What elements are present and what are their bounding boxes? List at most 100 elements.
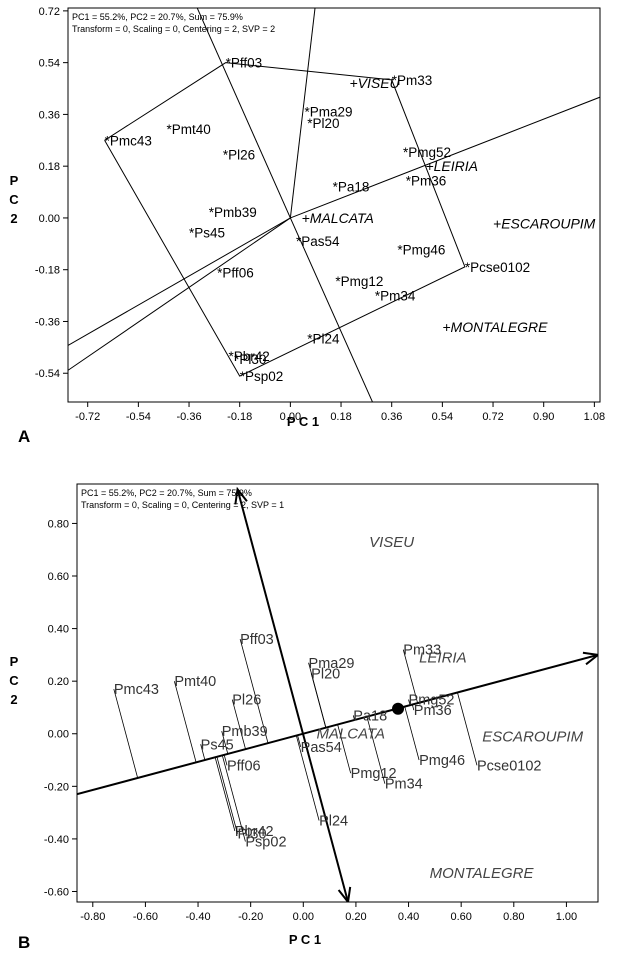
environment-label: MONTALEGRE [430, 865, 535, 882]
environment-label: +MALCATA [302, 210, 374, 226]
panel-a: *Pff03 *Pm33 *Pma29*Pl20 *Pmc43 *Pmt40 *Pl26 *… [9, 6, 605, 446]
environment-label: ESCAROUPIM [482, 728, 583, 745]
genotype-label: Ps45 [201, 737, 234, 753]
genotype-label: *Pas54 [296, 234, 340, 249]
plot-frame [76, 483, 599, 903]
genotype-label: *Pff06 [217, 266, 254, 281]
x-tick-label: 0.00 [293, 911, 314, 923]
y-tick-label: 0.20 [48, 676, 69, 688]
projection-line [411, 704, 415, 711]
genotype-label: Pm34 [385, 777, 423, 793]
genotype-label: *Psp02 [240, 369, 284, 384]
x-tick-label: 0.36 [381, 411, 402, 423]
aec-abscissa [77, 653, 598, 796]
x-tick-label: -0.36 [176, 411, 201, 423]
projection-line [297, 735, 302, 747]
x-axis-label: P C 1 [287, 414, 319, 429]
genotype-label: Pl24 [319, 814, 348, 830]
environment-label: +LEIRIA [425, 158, 478, 174]
projection-line [200, 744, 206, 761]
sector-ray [289, 8, 316, 218]
projection-line [337, 724, 352, 774]
aec-ordinate-arrowhead-top [234, 486, 248, 505]
panel-label: B [18, 933, 30, 952]
genotype-label: *Pmt40 [167, 122, 211, 137]
y-tick-label: 0.54 [39, 58, 60, 70]
y-tick-label: -0.20 [44, 781, 69, 793]
info-line-2: Transform = 0, Scaling = 0, Centering = … [81, 500, 284, 510]
y-tick-label: 0.60 [48, 571, 69, 583]
info-line-2: Transform = 0, Scaling = 0, Centering = … [72, 24, 275, 34]
genotype-label: Pff03 [240, 632, 274, 648]
x-tick-label: 0.18 [330, 411, 351, 423]
info-line-1: PC1 = 55.2%, PC2 = 20.7%, Sum = 75.9% [72, 12, 243, 22]
environment-label: +ESCAROUPIM [493, 216, 596, 232]
projection-line [366, 716, 386, 784]
x-tick-label: 0.54 [432, 411, 453, 423]
y-tick-label: -0.60 [44, 886, 69, 898]
projection-line [223, 754, 228, 766]
environment-label: MALCATA [316, 726, 385, 743]
genotype-label: *Pa18 [333, 179, 370, 194]
x-tick-label: 1.00 [556, 911, 577, 923]
x-tick-label: -0.80 [80, 911, 105, 923]
x-tick-label: 0.80 [503, 911, 524, 923]
projection-line [239, 639, 269, 744]
genotype-label: *Pm34 [375, 289, 416, 304]
environment-label: +MONTALEGRE [442, 319, 548, 335]
x-tick-label: 0.90 [533, 411, 554, 423]
y-tick-label: 0.72 [39, 6, 60, 18]
projection-line [408, 699, 411, 706]
genotype-label: Pas54 [301, 740, 342, 756]
x-tick-label: 0.60 [450, 911, 471, 923]
y-tick-label: -0.40 [44, 834, 69, 846]
projection-line [310, 673, 327, 728]
genotype-label: Pa18 [353, 708, 387, 724]
genotype-label: Pcse0102 [477, 758, 542, 774]
genotype-label: *Pl26 [223, 148, 255, 163]
genotype-label: *Pcse0102 [465, 260, 530, 275]
aec-abscissa-arrowhead [582, 651, 598, 666]
projection-line [402, 649, 419, 704]
genotype-label: *Pm36 [406, 174, 447, 189]
genotype-label: *Pma29 [304, 105, 352, 120]
genotype-label: *Pff03 [226, 56, 263, 71]
x-tick-label: -0.60 [133, 911, 158, 923]
y-tick-label: 0.36 [39, 109, 60, 121]
genotype-label: Pl20 [311, 666, 340, 682]
x-tick-label: -0.72 [75, 411, 100, 423]
x-tick-label: -0.18 [227, 411, 252, 423]
projection-line [457, 692, 478, 766]
y-tick-label: -0.18 [35, 265, 60, 277]
projection-line [221, 755, 246, 842]
genotype-label: *Pmb39 [209, 205, 257, 220]
y-tick-label: 0.00 [39, 213, 60, 225]
environment-label: LEIRIA [419, 650, 467, 667]
genotype-label: Pma29 [309, 656, 355, 672]
sector-ray [289, 217, 374, 402]
y-tick-label: 0.18 [39, 161, 60, 173]
genotype-label: *Ps45 [189, 225, 225, 240]
genotype-label: Pmg52 [409, 693, 455, 709]
genotype-label: Pm36 [414, 703, 452, 719]
genotype-label: Pmg12 [351, 766, 397, 782]
sector-ray [68, 217, 291, 371]
genotype-label: *Pmg52 [403, 145, 451, 160]
genotype-label: Pff06 [227, 758, 261, 774]
projection-line [216, 756, 238, 834]
panel-label: A [18, 427, 30, 446]
genotype-label: Pl26 [232, 693, 261, 709]
aec-ordinate [236, 488, 349, 902]
environment-label: +VISEU [349, 75, 400, 91]
average-environment-marker [392, 702, 405, 715]
genotype-label: Pmt40 [174, 674, 216, 690]
genotype-label: *Pl30 [234, 352, 266, 367]
x-tick-label: -0.20 [238, 911, 263, 923]
genotype-label: Psp02 [245, 835, 286, 851]
y-tick-label: 0.40 [48, 624, 69, 636]
y-tick-label: 0.80 [48, 518, 69, 530]
sector-ray [290, 96, 600, 219]
